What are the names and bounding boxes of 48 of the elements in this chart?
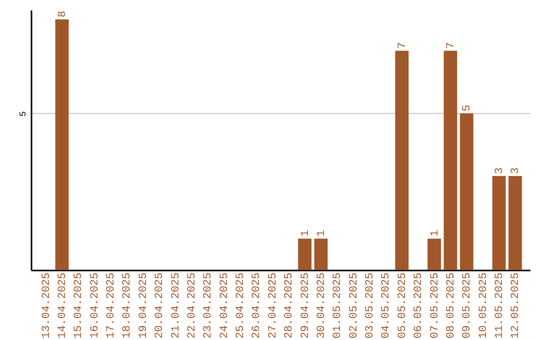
x-tick-label: 05.05.2025 bbox=[396, 272, 409, 339]
x-tick-label: 04.05.2025 bbox=[380, 272, 393, 339]
data-label: 8 bbox=[56, 10, 69, 18]
bar bbox=[428, 238, 441, 270]
x-tick-label: 26.04.2025 bbox=[251, 272, 264, 339]
x-tick-label: 09.05.2025 bbox=[462, 272, 474, 339]
bar bbox=[508, 176, 522, 270]
x-tick-label: 21.04.2025 bbox=[170, 272, 182, 339]
bar bbox=[460, 113, 474, 270]
data-label: 5 bbox=[462, 104, 474, 112]
x-tick-label: 01.05.2025 bbox=[332, 272, 344, 339]
x-tick-label: 02.05.2025 bbox=[348, 272, 360, 339]
bar bbox=[55, 19, 69, 270]
x-tick-label: 25.04.2025 bbox=[235, 272, 248, 339]
x-tick-label: 07.05.2025 bbox=[429, 272, 442, 339]
x-tick-label: 20.04.2025 bbox=[154, 272, 166, 339]
x-tick-label: 06.05.2025 bbox=[413, 272, 426, 339]
x-tick-label: 22.04.2025 bbox=[186, 272, 198, 339]
data-label: 1 bbox=[300, 230, 312, 237]
x-tick-label: 19.04.2025 bbox=[138, 272, 150, 339]
x-tick-label: 13.04.2025 bbox=[40, 272, 53, 339]
bar bbox=[298, 238, 312, 270]
x-tick-label: 27.04.2025 bbox=[267, 272, 280, 339]
x-tick-label: 24.04.2025 bbox=[218, 272, 231, 339]
x-tick-label: 29.04.2025 bbox=[300, 272, 312, 339]
bar bbox=[395, 50, 409, 270]
data-label: 1 bbox=[316, 230, 328, 237]
x-tick-label: 08.05.2025 bbox=[445, 272, 458, 339]
x-tick-label: 03.05.2025 bbox=[364, 272, 377, 339]
x-tick-label: 18.04.2025 bbox=[122, 272, 134, 339]
x-tick-label: 10.05.2025 bbox=[478, 272, 490, 339]
data-label: 7 bbox=[396, 42, 409, 49]
data-label: 7 bbox=[445, 42, 458, 49]
x-tick-label: 23.04.2025 bbox=[202, 272, 215, 339]
x-tick-label: 30.04.2025 bbox=[316, 272, 328, 339]
x-tick-label: 28.04.2025 bbox=[284, 272, 296, 339]
bar bbox=[444, 50, 458, 270]
bar bbox=[492, 176, 506, 270]
x-tick-label: 12.05.2025 bbox=[510, 272, 522, 339]
data-label: 3 bbox=[510, 167, 522, 174]
x-tick-label: 14.04.2025 bbox=[56, 272, 69, 339]
bar bbox=[314, 238, 328, 270]
x-tick-label: 11.05.2025 bbox=[494, 272, 506, 339]
data-label: 3 bbox=[494, 167, 506, 174]
x-tick-label: 15.04.2025 bbox=[73, 272, 86, 339]
data-label: 1 bbox=[429, 230, 442, 237]
x-tick-label: 17.04.2025 bbox=[106, 272, 118, 339]
x-tick-label: 16.04.2025 bbox=[89, 272, 102, 339]
